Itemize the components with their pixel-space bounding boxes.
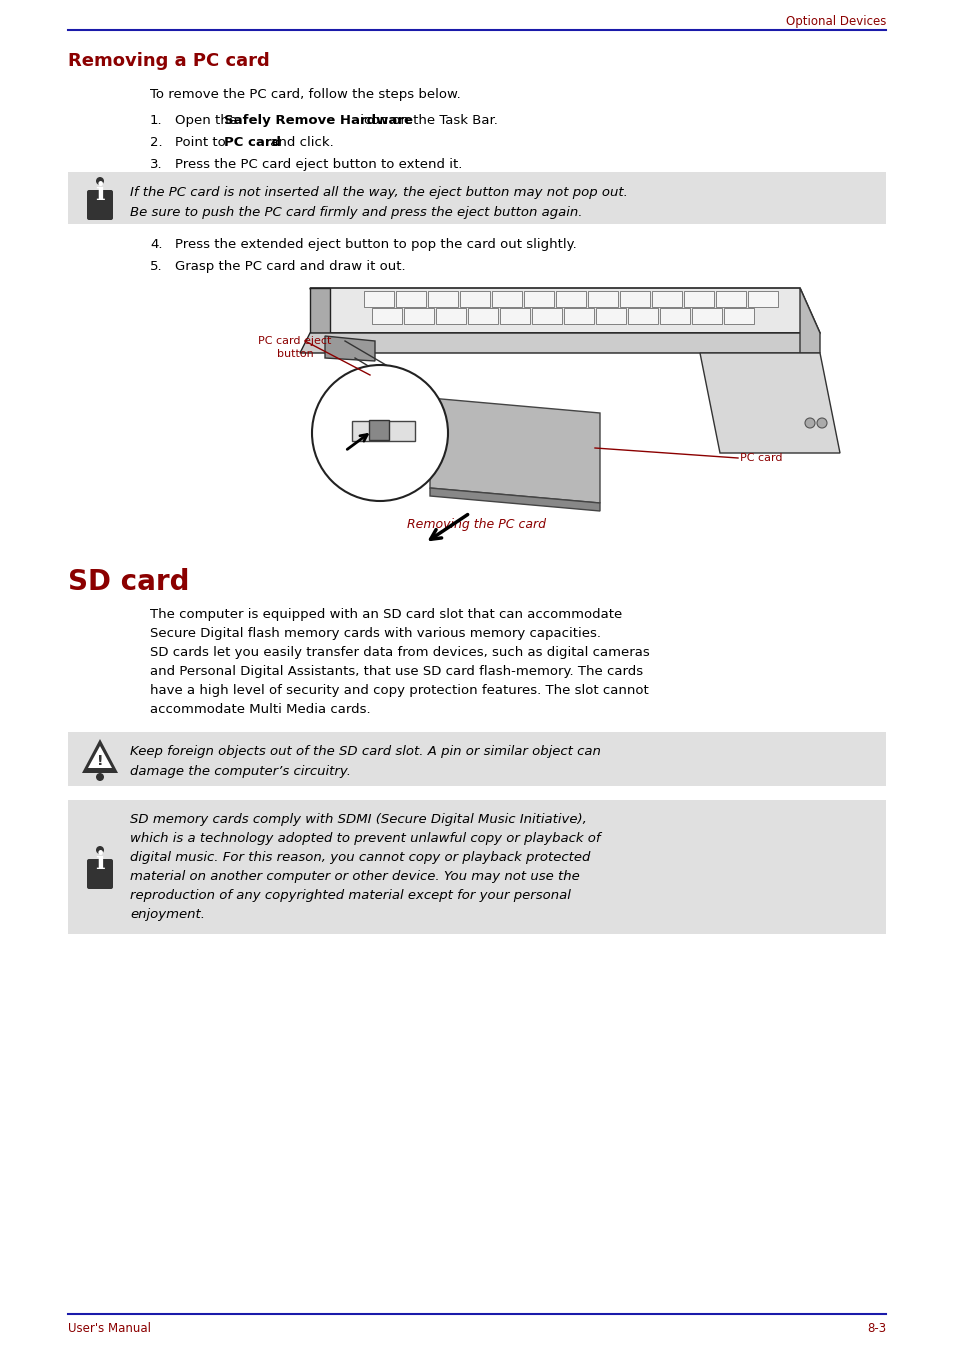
Text: 8-3: 8-3 (866, 1322, 885, 1334)
Text: To remove the PC card, follow the steps below.: To remove the PC card, follow the steps … (150, 88, 460, 101)
Text: and Personal Digital Assistants, that use SD card flash-memory. The cards: and Personal Digital Assistants, that us… (150, 665, 642, 677)
Text: Be sure to push the PC card firmly and press the eject button again.: Be sure to push the PC card firmly and p… (130, 206, 582, 219)
FancyBboxPatch shape (428, 291, 457, 307)
FancyBboxPatch shape (523, 291, 554, 307)
Text: Secure Digital flash memory cards with various memory capacities.: Secure Digital flash memory cards with v… (150, 627, 600, 639)
Text: button: button (276, 349, 313, 360)
Text: SD card: SD card (68, 568, 190, 596)
Polygon shape (800, 288, 820, 353)
Text: SD memory cards comply with SDMI (Secure Digital Music Initiative),: SD memory cards comply with SDMI (Secure… (130, 813, 586, 826)
Text: SD cards let you easily transfer data from devices, such as digital cameras: SD cards let you easily transfer data fr… (150, 646, 649, 658)
FancyBboxPatch shape (499, 308, 530, 324)
Text: reproduction of any copyrighted material except for your personal: reproduction of any copyrighted material… (130, 890, 570, 902)
Text: accommodate Multi Media cards.: accommodate Multi Media cards. (150, 703, 370, 717)
Polygon shape (310, 288, 330, 333)
Text: Open the: Open the (174, 114, 241, 127)
Polygon shape (430, 397, 599, 503)
Text: i: i (95, 850, 105, 873)
Text: and click.: and click. (265, 137, 333, 149)
Text: Removing the PC card: Removing the PC card (407, 518, 546, 531)
FancyBboxPatch shape (492, 291, 521, 307)
FancyBboxPatch shape (403, 308, 434, 324)
Polygon shape (325, 337, 375, 361)
FancyBboxPatch shape (619, 291, 649, 307)
FancyBboxPatch shape (364, 291, 394, 307)
FancyBboxPatch shape (372, 308, 401, 324)
Text: 1.: 1. (150, 114, 162, 127)
Text: Point to: Point to (174, 137, 230, 149)
Polygon shape (430, 488, 599, 511)
Text: User's Manual: User's Manual (68, 1322, 151, 1334)
Circle shape (96, 846, 104, 854)
FancyBboxPatch shape (747, 291, 778, 307)
Text: 5.: 5. (150, 260, 162, 273)
Text: have a high level of security and copy protection features. The slot cannot: have a high level of security and copy p… (150, 684, 648, 698)
FancyBboxPatch shape (87, 191, 112, 220)
Circle shape (312, 365, 448, 502)
Circle shape (816, 418, 826, 429)
FancyBboxPatch shape (369, 420, 389, 439)
FancyBboxPatch shape (659, 308, 689, 324)
FancyBboxPatch shape (651, 291, 681, 307)
Polygon shape (700, 353, 840, 453)
Text: icon on the Task Bar.: icon on the Task Bar. (355, 114, 497, 127)
FancyBboxPatch shape (468, 308, 497, 324)
Text: enjoyment.: enjoyment. (130, 909, 205, 921)
FancyBboxPatch shape (68, 731, 885, 786)
Text: Press the PC card eject button to extend it.: Press the PC card eject button to extend… (174, 158, 462, 170)
Text: which is a technology adopted to prevent unlawful copy or playback of: which is a technology adopted to prevent… (130, 831, 599, 845)
Polygon shape (310, 288, 820, 333)
Text: PC card: PC card (740, 453, 781, 462)
Text: If the PC card is not inserted all the way, the eject button may not pop out.: If the PC card is not inserted all the w… (130, 187, 627, 199)
FancyBboxPatch shape (68, 172, 885, 224)
FancyBboxPatch shape (395, 291, 426, 307)
Polygon shape (82, 740, 118, 773)
Polygon shape (352, 420, 415, 441)
FancyBboxPatch shape (563, 308, 594, 324)
FancyBboxPatch shape (683, 291, 713, 307)
Polygon shape (299, 333, 820, 353)
Text: Safely Remove Hardware: Safely Remove Hardware (223, 114, 412, 127)
FancyBboxPatch shape (691, 308, 721, 324)
Text: !: ! (96, 754, 103, 768)
FancyBboxPatch shape (68, 800, 885, 934)
Text: damage the computer’s circuitry.: damage the computer’s circuitry. (130, 765, 351, 777)
FancyBboxPatch shape (596, 308, 625, 324)
FancyBboxPatch shape (587, 291, 618, 307)
FancyBboxPatch shape (556, 291, 585, 307)
FancyBboxPatch shape (532, 308, 561, 324)
FancyBboxPatch shape (436, 308, 465, 324)
FancyBboxPatch shape (716, 291, 745, 307)
Text: PC card eject: PC card eject (258, 337, 332, 346)
Text: i: i (95, 181, 105, 206)
Text: Removing a PC card: Removing a PC card (68, 51, 270, 70)
Text: 4.: 4. (150, 238, 162, 251)
Text: Keep foreign objects out of the SD card slot. A pin or similar object can: Keep foreign objects out of the SD card … (130, 745, 600, 758)
Text: 3.: 3. (150, 158, 162, 170)
Text: Optional Devices: Optional Devices (785, 15, 885, 28)
Text: material on another computer or other device. You may not use the: material on another computer or other de… (130, 869, 579, 883)
Circle shape (96, 177, 104, 185)
Text: Press the extended eject button to pop the card out slightly.: Press the extended eject button to pop t… (174, 238, 577, 251)
Polygon shape (88, 746, 112, 768)
FancyBboxPatch shape (459, 291, 490, 307)
Text: Grasp the PC card and draw it out.: Grasp the PC card and draw it out. (174, 260, 405, 273)
Text: digital music. For this reason, you cannot copy or playback protected: digital music. For this reason, you cann… (130, 850, 590, 864)
Text: PC card: PC card (223, 137, 280, 149)
Text: 2.: 2. (150, 137, 162, 149)
FancyBboxPatch shape (723, 308, 753, 324)
Text: The computer is equipped with an SD card slot that can accommodate: The computer is equipped with an SD card… (150, 608, 621, 621)
Circle shape (96, 773, 104, 781)
FancyBboxPatch shape (627, 308, 658, 324)
Circle shape (804, 418, 814, 429)
FancyBboxPatch shape (87, 859, 112, 890)
